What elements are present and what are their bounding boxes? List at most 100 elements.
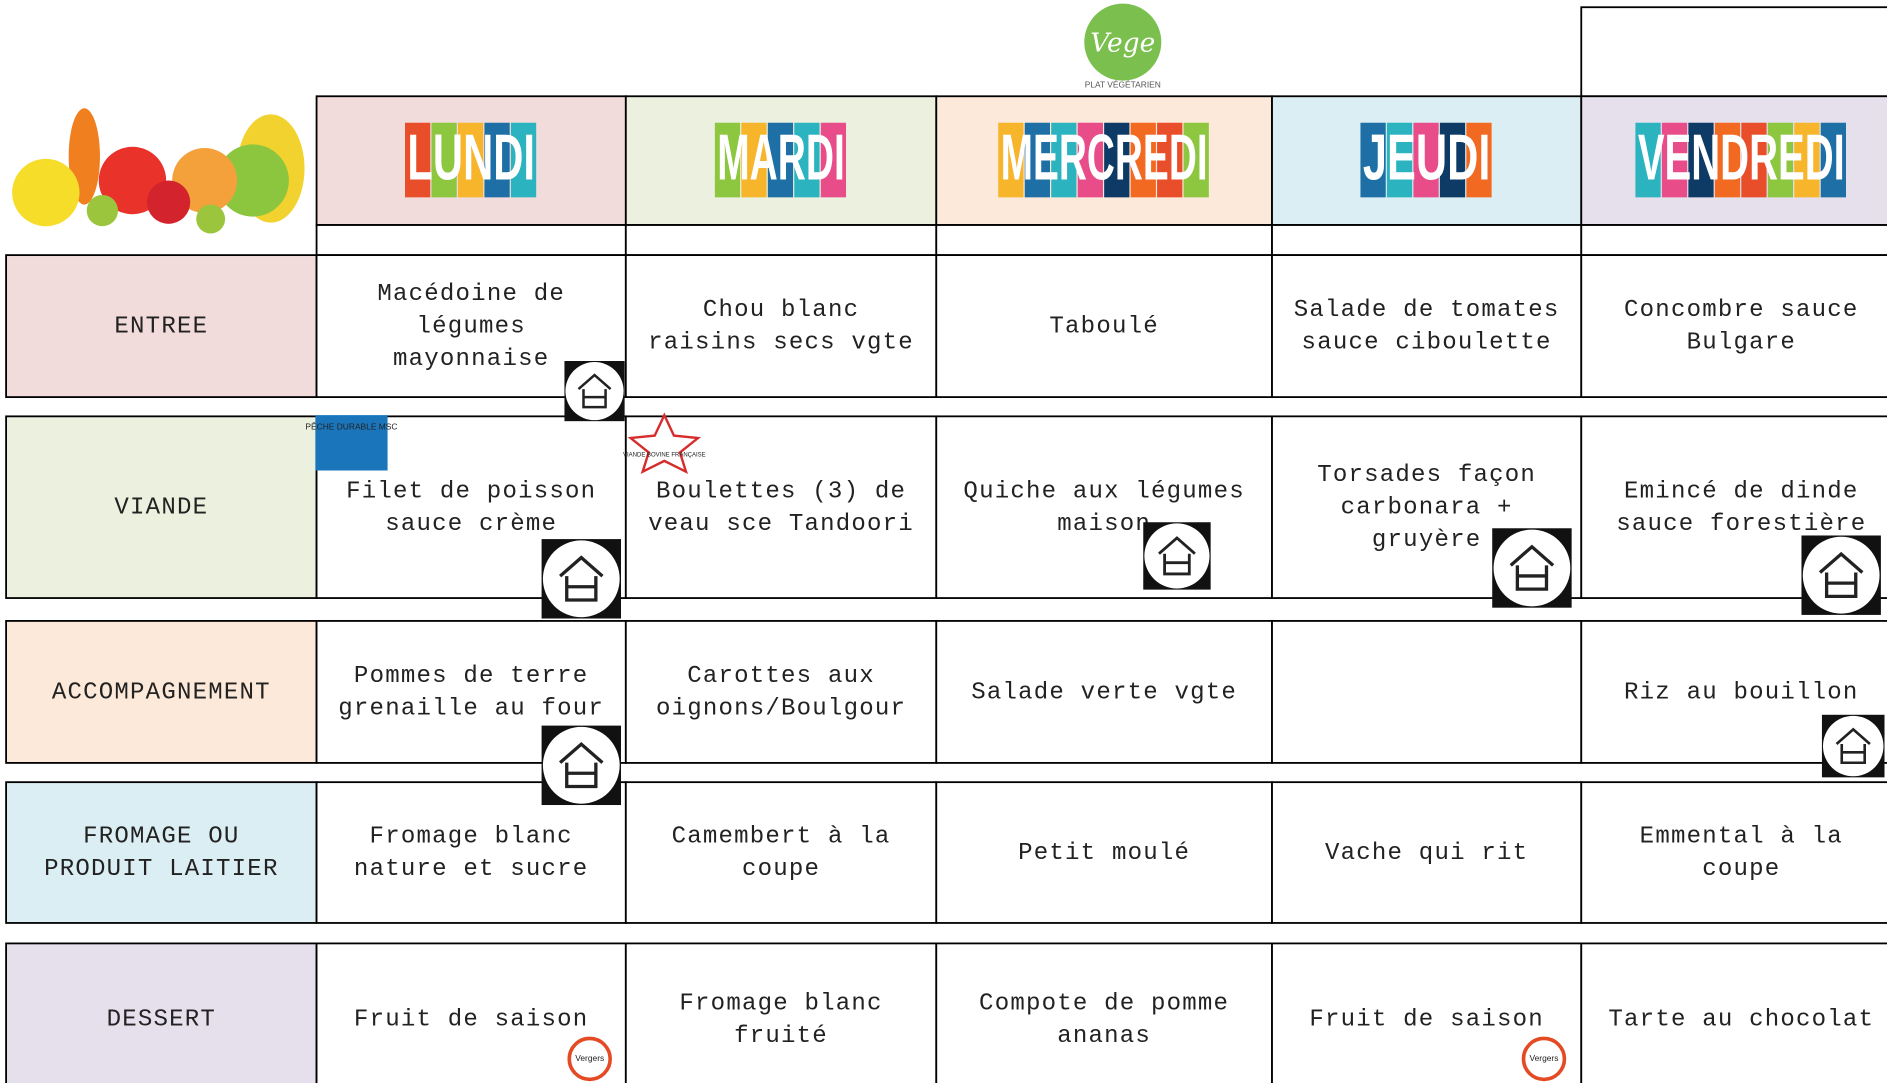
dish: coupe <box>742 856 820 883</box>
vege-logo <box>1084 3 1162 81</box>
day-title: JEUDI <box>1363 121 1491 194</box>
letter-tile <box>1024 122 1050 198</box>
vergers-badge <box>1521 1036 1567 1082</box>
letter-tile <box>1741 122 1767 198</box>
dish: Emmental à la <box>1640 824 1843 851</box>
dish: Chou blanc <box>703 297 859 324</box>
dish: légumes <box>416 313 525 340</box>
letter-tile <box>431 122 457 198</box>
day-title: VENDREDI <box>1638 121 1845 194</box>
dish: Carottes aux <box>687 663 875 690</box>
menu-cell <box>624 254 938 399</box>
letter-tile <box>484 122 510 198</box>
dish: Petit moulé <box>1018 840 1190 867</box>
dish: mayonnaise <box>393 346 549 373</box>
letter-tile <box>1439 122 1466 198</box>
vergers-badge <box>567 1036 612 1082</box>
menu-cell <box>935 942 1273 1083</box>
homemade-icon <box>1801 535 1881 615</box>
letter-tile <box>457 122 484 198</box>
header-spacer <box>935 224 1273 257</box>
icon-circle <box>1802 536 1880 614</box>
homemade-icon <box>541 539 622 619</box>
day-title: LUNDI <box>407 121 535 194</box>
menu-cell <box>1271 620 1583 764</box>
letter-tile <box>1767 122 1794 198</box>
icon-house <box>1509 544 1555 591</box>
menu-cell <box>935 415 1273 599</box>
letter-tile <box>820 122 847 198</box>
icon-circle <box>1144 523 1210 589</box>
menu-cell <box>624 781 938 924</box>
letter-tile <box>1466 122 1492 198</box>
homemade-icon <box>564 361 625 422</box>
dish: nature et sucre <box>354 856 589 883</box>
dish: Vache qui rit <box>1325 840 1528 867</box>
letter-tile <box>1104 122 1130 198</box>
dish: Taboulé <box>1049 313 1158 340</box>
dish: Camembert à la <box>672 824 891 851</box>
letter-tile <box>405 122 431 198</box>
letter-tile <box>794 122 820 198</box>
row-label: PRODUIT LAITIER <box>44 856 279 883</box>
letter-tile <box>714 122 741 198</box>
letter-tile <box>1794 122 1820 198</box>
dish: Torsades façon <box>1317 462 1536 489</box>
dish: veau sce Tandoori <box>648 511 914 538</box>
dish: Compote de pomme <box>979 990 1229 1017</box>
row-label-cell <box>5 942 318 1083</box>
corner-box <box>1580 6 1887 98</box>
menu-cell <box>315 781 627 924</box>
icon-house <box>559 555 604 602</box>
menu-cell <box>624 620 938 764</box>
letter-tile <box>1688 122 1714 198</box>
dish: sauce ciboulette <box>1302 330 1552 357</box>
letter-tile <box>1661 122 1688 198</box>
vege-caption: PLAT VÉGÉTARIEN <box>1085 80 1161 90</box>
icon-house <box>1818 551 1864 599</box>
dish: fruité <box>734 1023 828 1050</box>
header-spacer <box>624 224 938 257</box>
menu-cell <box>1580 254 1887 399</box>
menu-cell <box>624 942 938 1083</box>
icon-house <box>577 373 612 409</box>
dish: Salade verte vgte <box>971 679 1237 706</box>
row-label: ENTREE <box>114 313 208 340</box>
dish: Quiche aux légumes <box>963 478 1244 505</box>
homemade-icon <box>1492 528 1572 608</box>
msc-badge <box>315 415 388 471</box>
vergers-text: Vergers <box>575 1053 604 1063</box>
dish: Fruit de saison <box>1309 1007 1544 1034</box>
menu-cell <box>1580 942 1887 1083</box>
header-spacer <box>1271 224 1583 257</box>
icon-circle <box>542 540 620 618</box>
menu-cell <box>935 781 1273 924</box>
vbf-text: VIANDE BOVINE FRANÇAISE <box>623 452 706 458</box>
row-label: VIANDE <box>114 495 208 522</box>
homemade-icon <box>1821 714 1885 778</box>
dish: Bulgare <box>1687 330 1796 357</box>
icon-house <box>559 741 604 789</box>
dish: Fromage blanc <box>370 824 573 851</box>
letter-tile <box>1635 122 1661 198</box>
dish: Macédoine de <box>377 281 565 308</box>
row-label-cell <box>5 254 318 399</box>
letter-tile <box>767 122 794 198</box>
letter-tile <box>1157 122 1183 198</box>
letter-tile <box>1360 122 1386 198</box>
letter-tile <box>1820 122 1846 198</box>
header-spacer <box>315 224 627 257</box>
dish: Riz au bouillon <box>1624 679 1859 706</box>
menu-cell <box>1271 254 1583 399</box>
dish: Emincé de dinde <box>1624 478 1859 505</box>
row-label: FROMAGE OU <box>83 824 239 851</box>
letter-tile <box>510 122 537 198</box>
dish: carbonara + <box>1341 495 1513 522</box>
letter-tile <box>1130 122 1156 198</box>
dish: oignons/Boulgour <box>656 696 906 723</box>
menu-cell <box>1580 781 1887 924</box>
row-label: DESSERT <box>107 1007 216 1034</box>
row-label-cell <box>5 781 318 924</box>
